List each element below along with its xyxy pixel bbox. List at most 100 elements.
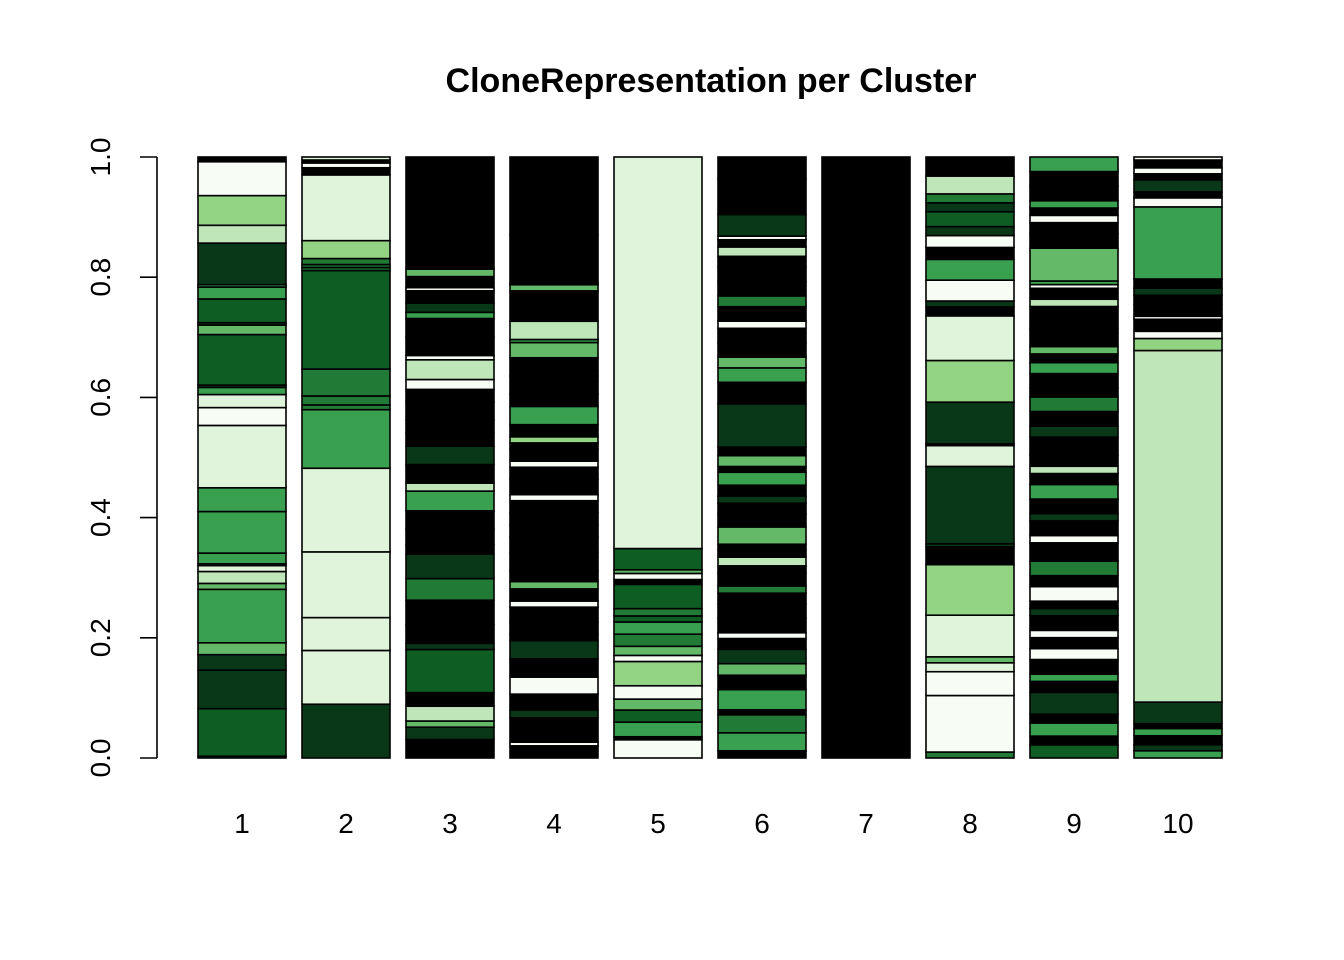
bar-segment	[509, 569, 599, 583]
bar-segment	[197, 564, 287, 573]
bar-segment	[1029, 560, 1119, 577]
bar-segment	[1133, 197, 1223, 208]
bar-segment	[717, 465, 807, 474]
bar-segment	[301, 368, 391, 397]
bar-segment	[1029, 636, 1119, 650]
bar-segment	[613, 547, 703, 571]
bar-segment	[717, 356, 807, 369]
y-tick-label: 0.6	[85, 378, 116, 417]
bar-segment	[925, 661, 1015, 673]
bar-segment	[405, 599, 495, 626]
bar-segment	[1029, 396, 1119, 413]
bar-segment	[925, 670, 1015, 697]
y-tick-label: 1.0	[85, 138, 116, 177]
bar-segment	[1133, 156, 1223, 161]
bar-segment	[925, 225, 1015, 237]
bar-segment	[1029, 185, 1119, 202]
bar-segment	[717, 631, 807, 640]
bar-segment	[717, 320, 807, 330]
bar-segment	[1133, 734, 1223, 746]
bar-segment	[301, 649, 391, 706]
bar-segment	[405, 336, 495, 357]
bar-segment	[613, 698, 703, 711]
bar-segment	[405, 445, 495, 466]
bar-segment	[1133, 179, 1223, 193]
bar-segment	[717, 750, 807, 759]
bar-segment	[1133, 159, 1223, 169]
bar-segment	[509, 460, 599, 469]
bar-segment	[1133, 701, 1223, 725]
bar-segment	[717, 403, 807, 448]
bar-segment	[717, 502, 807, 515]
bar-segment	[509, 423, 599, 438]
bar-segment	[405, 726, 495, 741]
bar-segment	[197, 393, 287, 409]
bar-segment	[197, 298, 287, 324]
bar-segment	[197, 552, 287, 565]
bar-cluster-1	[197, 156, 287, 759]
bar-segment	[405, 553, 495, 580]
bar-segment	[925, 751, 1015, 759]
bar-segment	[509, 676, 599, 695]
bar-segment	[509, 283, 599, 292]
bar-segment	[613, 660, 703, 687]
bar-segment	[1029, 207, 1119, 217]
bar-segment	[1029, 247, 1119, 282]
bar-segment	[1029, 410, 1119, 427]
bar-segment	[405, 624, 495, 645]
bar-segment	[717, 495, 807, 505]
bar-segment	[1029, 498, 1119, 515]
bar-segment	[405, 720, 495, 728]
bar-segment	[405, 378, 495, 391]
bar-segment	[1133, 349, 1223, 703]
bar-segment	[925, 279, 1015, 302]
bar-segment	[717, 617, 807, 634]
x-tick-label: 2	[338, 808, 354, 839]
bar-segment	[197, 510, 287, 554]
bar-segment	[509, 633, 599, 642]
bar-segment	[405, 543, 495, 555]
bar-segment	[509, 606, 599, 624]
x-axis-labels: 1 2 3 4 5 6 7 8 9 10	[234, 808, 1193, 839]
bars-group	[197, 156, 1223, 759]
bar-segment	[197, 582, 287, 591]
bar-segment	[925, 401, 1015, 445]
bar-cluster-5	[613, 156, 703, 759]
bar-segment	[405, 648, 495, 694]
bar-segment	[197, 333, 287, 386]
x-tick-label: 8	[962, 808, 978, 839]
bar-segment	[405, 431, 495, 447]
bar-segment	[717, 484, 807, 497]
bar-segment	[1029, 372, 1119, 390]
bar-segment	[509, 536, 599, 554]
bar-segment	[509, 356, 599, 377]
bar-segment	[613, 645, 703, 657]
bar-segment	[717, 341, 807, 358]
bar-segment	[717, 732, 807, 752]
bar-segment	[1133, 167, 1223, 175]
bar-segment	[197, 707, 287, 758]
bar-segment	[197, 424, 287, 489]
bar-segment	[1029, 298, 1119, 308]
bar-segment	[1029, 512, 1119, 522]
bar-segment	[509, 621, 599, 636]
bar-segment	[925, 656, 1015, 664]
bar-cluster-10	[1133, 156, 1223, 759]
bar-segment	[197, 669, 287, 710]
bar-segment	[509, 466, 599, 481]
bar-segment	[1029, 629, 1119, 639]
bar-segment	[717, 565, 807, 574]
bar-cluster-3	[405, 156, 495, 759]
bar-segment	[405, 275, 495, 289]
bar-segment	[717, 381, 807, 405]
bar-segment	[301, 703, 391, 759]
bar-segment	[509, 156, 599, 236]
bar-segment	[301, 156, 391, 161]
bar-segment	[1029, 534, 1119, 544]
bar-segment	[821, 156, 911, 759]
bar-segment	[1029, 221, 1119, 235]
bar-segment	[509, 436, 599, 444]
bar-segment	[1133, 287, 1223, 297]
bar-segment	[1133, 294, 1223, 306]
